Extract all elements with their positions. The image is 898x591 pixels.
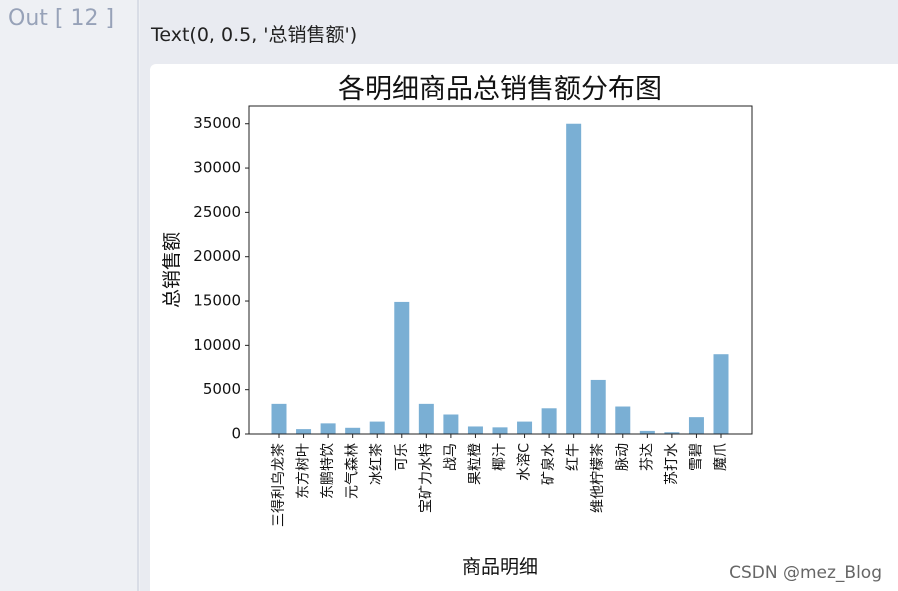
y-tick-label: 5000 [203,380,241,398]
bar [467,426,483,434]
y-tick-label: 35000 [193,114,241,132]
bar [492,427,508,434]
x-tick-label: 冰红茶 [369,443,385,485]
x-tick-label: 椰汁 [492,443,508,471]
bar [345,427,361,434]
x-tick-label: 苏打水 [663,443,680,485]
bar [271,403,287,434]
y-tick-label: 25000 [193,203,241,221]
bar [418,403,434,434]
x-tick-label: 矿泉水 [540,443,557,485]
bar [369,421,385,434]
y-tick-label: 0 [231,425,241,443]
x-tick-label: 东鹏特饮 [320,443,336,499]
x-tick-label: 芬达 [639,443,655,471]
x-tick-label: 维他柠檬茶 [590,443,606,513]
bar [590,379,606,434]
bar [541,408,557,434]
bar [688,417,704,434]
x-tick-label: 魔爪 [713,443,729,471]
bar [664,432,680,434]
y-ticks-group: 0 5000 10000 15000 20000 25000 30000 35000 [193,114,249,443]
x-axis-label: 商品明细 [462,556,538,578]
bar [443,414,459,434]
x-tick-label: 红牛 [566,443,582,471]
x-ticks-group: 三得利乌龙茶 东方树叶 东鹏特饮 元气森林 冰红茶 可乐 宝矿力水特 战马 果粒橙 椰汁 水溶C 矿泉… [270,434,729,527]
bars-group [271,123,729,434]
output-prompt: Out [ 12 ] [8,6,115,31]
x-tick-label: 东方树叶 [296,443,312,499]
watermark: CSDN @mez_Blog [729,563,882,583]
output-cell: Text(0, 0.5, '总销售额') [140,0,898,591]
x-tick-label: 三得利乌龙茶 [270,443,287,527]
plot-frame [248,105,753,435]
bar [320,423,336,434]
x-tick-label: 水溶C [517,443,533,481]
y-tick-label: 30000 [193,159,241,177]
prompt-column: Out [ 12 ] [0,0,139,591]
bar [296,429,312,434]
x-tick-label: 可乐 [394,443,410,471]
y-tick-label: 15000 [193,292,241,310]
bar [615,406,631,434]
y-axis-label: 总销售额 [161,232,183,308]
bar [394,301,410,434]
x-tick-label: 雪碧 [688,443,704,471]
x-tick-label: 果粒橙 [467,443,483,485]
bar [713,354,729,434]
bar [566,123,582,434]
x-tick-label: 宝矿力水特 [418,443,434,513]
chart-title: 各明细商品总销售额分布图 [338,74,662,105]
output-text: Text(0, 0.5, '总销售额') [151,24,358,46]
bar [517,421,533,434]
x-tick-label: 元气森林 [345,443,361,499]
plot-output-area [150,64,898,591]
y-tick-label: 10000 [193,336,241,354]
y-tick-label: 20000 [193,247,241,265]
x-tick-label: 脉动 [615,443,631,471]
bar [639,430,655,434]
x-tick-label: 战马 [443,443,459,471]
